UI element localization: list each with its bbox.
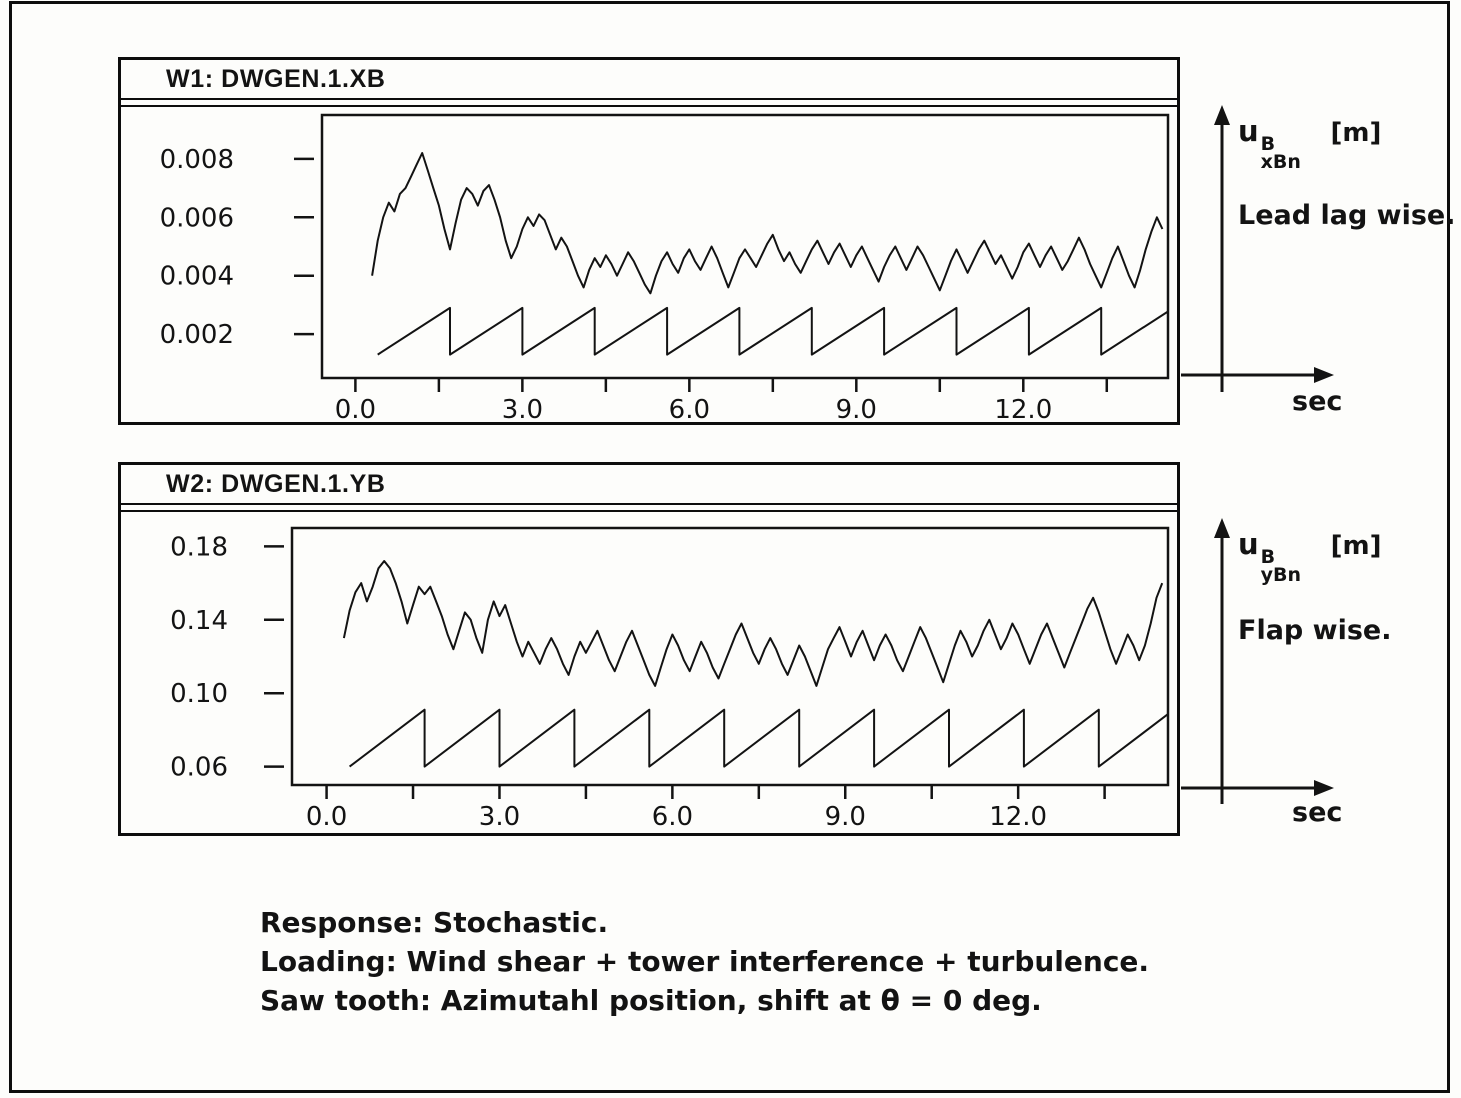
w2-x-axis-label: sec	[1292, 797, 1343, 828]
w1-y-unit: [m]	[1330, 118, 1382, 148]
figure-border	[9, 1, 1450, 1093]
plot-window-w2: W2: DWGEN.1.YB	[118, 462, 1180, 836]
w2-title: W2: DWGEN.1.YB	[166, 469, 386, 498]
caption-line-response: Response: Stochastic.	[260, 906, 609, 939]
w2-y-axis-desc: Flap wise.	[1238, 615, 1392, 646]
w2-header-rule	[121, 510, 1177, 512]
caption-line-loading: Loading: Wind shear + tower interference…	[260, 945, 1150, 978]
plot-window-w1: W1: DWGEN.1.XB	[118, 57, 1180, 425]
w1-title-bar: W1: DWGEN.1.XB	[121, 60, 1177, 100]
w2-title-bar: W2: DWGEN.1.YB	[121, 465, 1177, 505]
w1-y-axis-desc: Lead lag wise.	[1238, 200, 1456, 231]
figure-caption: Response: Stochastic. Loading: Wind shea…	[260, 903, 1149, 1020]
w1-title: W1: DWGEN.1.XB	[166, 64, 386, 93]
w1-x-axis-label: sec	[1292, 386, 1343, 417]
w1-header-rule	[121, 105, 1177, 107]
w2-y-unit: [m]	[1330, 531, 1382, 561]
caption-line-sawtooth: Saw tooth: Azimutahl position, shift at …	[260, 984, 1042, 1017]
